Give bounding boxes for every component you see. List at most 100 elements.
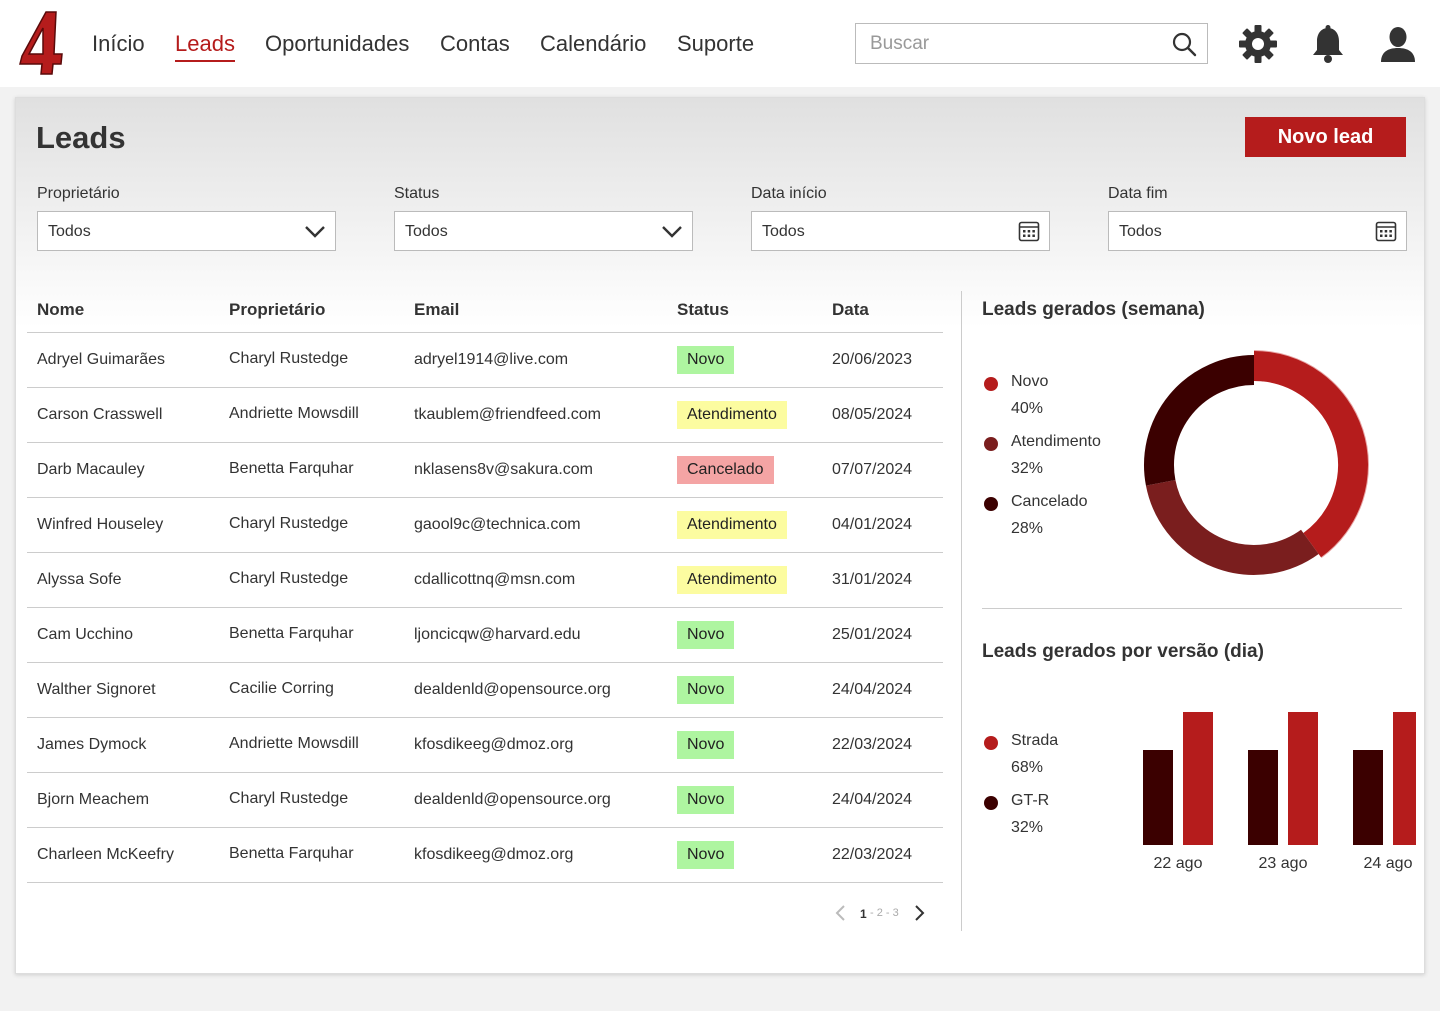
nav-item-calendario[interactable]: Calendário xyxy=(540,31,647,56)
column-header-proprietario[interactable]: Proprietário xyxy=(229,300,326,319)
filter-start-date-label: Data início xyxy=(751,185,827,202)
cell-email[interactable]: dealdenld@opensource.org xyxy=(414,791,611,808)
cell-date: 08/05/2024 xyxy=(832,406,913,423)
bar-strada-2[interactable] xyxy=(1393,712,1416,845)
cell-owner: Charyl Rustedge xyxy=(229,350,349,367)
status-badge: Novo xyxy=(677,676,735,704)
donut-slice-cancelado[interactable] xyxy=(1144,355,1255,486)
cell-email[interactable]: adryel1914@live.com xyxy=(414,351,569,368)
column-header-status[interactable]: Status xyxy=(677,300,729,319)
chevron-right-icon[interactable] xyxy=(912,904,926,922)
cell-owner: Andriette Mowsdill xyxy=(229,405,359,422)
table-row[interactable]: Walther Signoret Cacilie Corring dealdenld… xyxy=(27,663,943,718)
cell-email[interactable]: dealdenld@opensource.org xyxy=(414,681,611,698)
cell-email[interactable]: kfosdikeeg@dmoz.org xyxy=(414,846,574,863)
cell-email[interactable]: gaool9c@technica.com xyxy=(414,516,581,533)
leads-card: Leads Novo lead Proprietário Todos Statu… xyxy=(15,97,1425,974)
legend-item: Atendimento 32% xyxy=(982,433,1122,483)
cell-name[interactable]: Cam Ucchino xyxy=(37,626,134,643)
brand-logo[interactable] xyxy=(16,10,66,76)
search-input[interactable] xyxy=(856,24,1156,63)
donut-chart-title: Leads gerados (semana) xyxy=(982,299,1205,320)
legend-label: Strada xyxy=(1011,732,1059,749)
gear-icon[interactable] xyxy=(1238,24,1278,64)
bar-gt-r-1[interactable] xyxy=(1248,750,1278,845)
filter-status-label: Status xyxy=(394,185,440,202)
bell-icon[interactable] xyxy=(1308,24,1348,64)
filter-end-date-input[interactable]: Todos xyxy=(1108,211,1407,251)
cell-date: 22/03/2024 xyxy=(832,846,913,863)
calendar-icon[interactable] xyxy=(1374,219,1398,243)
search-box xyxy=(855,23,1208,64)
filter-start-date: Data início Todos xyxy=(751,185,1050,251)
nav-item-inicio[interactable]: Início xyxy=(92,31,145,56)
table-row[interactable]: Adryel Guimarães Charyl Rustedge adryel191… xyxy=(27,333,943,388)
donut-slice-novo[interactable] xyxy=(1253,351,1368,558)
column-header-email[interactable]: Email xyxy=(414,300,460,319)
bar-chart: 22 ago 23 ago 24 ago xyxy=(1143,712,1416,872)
legend-item: GT-R 32% xyxy=(982,792,1122,842)
cell-email[interactable]: tkaublem@friendfeed.com xyxy=(414,406,601,423)
cell-date: 25/01/2024 xyxy=(832,626,913,643)
legend-item: Strada 68% xyxy=(982,732,1122,782)
nav-item-leads[interactable]: Leads xyxy=(175,31,235,62)
bar-gt-r-0[interactable] xyxy=(1143,750,1173,845)
cell-email[interactable]: ljoncicqw@harvard.edu xyxy=(414,626,581,643)
filter-end-date-value: Todos xyxy=(1119,223,1162,240)
nav-item-suporte[interactable]: Suporte xyxy=(677,31,755,56)
legend-dot xyxy=(984,437,998,451)
table-row[interactable]: James Dymock Andriette Mowsdill kfosdikeeg… xyxy=(27,718,943,773)
cell-name[interactable]: Adryel Guimarães xyxy=(37,351,166,368)
cell-email[interactable]: kfosdikeeg@dmoz.org xyxy=(414,736,574,753)
nav-item-oportunidades[interactable]: Oportunidades xyxy=(265,31,410,56)
table-row[interactable]: Alyssa Sofe Charyl Rustedge cdallicottnq@m… xyxy=(27,553,943,608)
cell-name[interactable]: Bjorn Meachem xyxy=(37,791,150,808)
filter-status-value: Todos xyxy=(405,223,448,240)
calendar-icon[interactable] xyxy=(1017,219,1041,243)
table-row[interactable]: Darb Macauley Benetta Farquhar nklasens8v@… xyxy=(27,443,943,498)
table-row[interactable]: Bjorn Meachem Charyl Rustedge dealdenld@op… xyxy=(27,773,943,828)
table-row[interactable]: Cam Ucchino Benetta Farquhar ljoncicqw@har… xyxy=(27,608,943,663)
donut-chart xyxy=(1144,350,1369,575)
column-header-nome[interactable]: Nome xyxy=(37,300,85,319)
filter-status-select[interactable]: Todos xyxy=(394,211,693,251)
cell-email[interactable]: cdallicottnq@msn.com xyxy=(414,571,576,588)
bar-strada-0[interactable] xyxy=(1183,712,1213,845)
cell-date: 24/04/2024 xyxy=(832,791,913,808)
cell-name[interactable]: Carson Crasswell xyxy=(37,406,163,423)
user-icon[interactable] xyxy=(1378,24,1418,64)
cell-owner: Charyl Rustedge xyxy=(229,570,349,587)
cell-name[interactable]: Walther Signoret xyxy=(37,681,156,698)
cell-name[interactable]: Alyssa Sofe xyxy=(37,571,122,588)
filter-status: Status Todos xyxy=(394,185,693,251)
filter-end-date-label: Data fim xyxy=(1108,185,1168,202)
bar-strada-1[interactable] xyxy=(1288,712,1318,845)
legend-value: 68% xyxy=(1011,759,1044,776)
x-tick-label: 24 ago xyxy=(1364,855,1413,872)
status-badge: Atendimento xyxy=(677,511,787,539)
cell-owner: Charyl Rustedge xyxy=(229,790,349,807)
pagination-current-page[interactable]: 1 xyxy=(860,907,867,921)
nav-item-contas[interactable]: Contas xyxy=(440,31,510,56)
chevron-left-icon[interactable] xyxy=(834,904,848,922)
pagination-other-pages[interactable]: - 2 - 3 xyxy=(870,907,899,919)
cell-email[interactable]: nklasens8v@sakura.com xyxy=(414,461,593,478)
cell-name[interactable]: Winfred Houseley xyxy=(37,516,164,533)
column-header-data[interactable]: Data xyxy=(832,300,869,319)
legend-label: GT-R xyxy=(1011,792,1050,809)
filter-owner-value: Todos xyxy=(48,223,91,240)
filter-start-date-input[interactable]: Todos xyxy=(751,211,1050,251)
status-badge: Novo xyxy=(677,786,735,814)
filter-owner-select[interactable]: Todos xyxy=(37,211,336,251)
bar-gt-r-2[interactable] xyxy=(1353,750,1383,845)
cell-name[interactable]: Charleen McKeefry xyxy=(37,846,174,863)
new-lead-button[interactable]: Novo lead xyxy=(1245,117,1406,157)
donut-slice-atendimento[interactable] xyxy=(1145,479,1319,575)
table-row[interactable]: Winfred Houseley Charyl Rustedge gaool9c@t… xyxy=(27,498,943,553)
cell-name[interactable]: James Dymock xyxy=(37,736,147,753)
search-icon[interactable] xyxy=(1171,31,1197,57)
leads-table: Nome Proprietário Email Status Data Adry… xyxy=(27,288,943,883)
table-row[interactable]: Charleen McKeefry Benetta Farquhar kfosdik… xyxy=(27,828,943,883)
table-row[interactable]: Carson Crasswell Andriette Mowsdill tkaubl… xyxy=(27,388,943,443)
cell-name[interactable]: Darb Macauley xyxy=(37,461,145,478)
